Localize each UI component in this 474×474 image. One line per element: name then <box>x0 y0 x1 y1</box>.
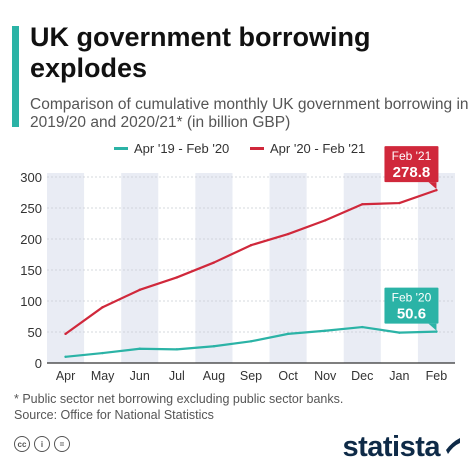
footnote-note: * Public sector net borrowing excluding … <box>14 392 344 406</box>
data-point <box>398 201 401 205</box>
attribution-icon[interactable]: i <box>34 436 50 452</box>
data-point <box>361 203 364 206</box>
title-accent-bar <box>12 26 19 127</box>
y-tick-label: 300 <box>20 170 42 185</box>
footnote-source: Source: Office for National Statistics <box>14 408 214 422</box>
data-point <box>398 331 401 334</box>
data-point <box>361 325 364 329</box>
x-tick-label: Dec <box>351 369 373 383</box>
x-tick-label: Jun <box>130 369 150 383</box>
x-tick-label: Oct <box>278 369 298 383</box>
chart-subtitle: Comparison of cumulative monthly UK gove… <box>30 96 469 131</box>
data-point <box>249 340 253 343</box>
data-point <box>64 332 67 336</box>
data-point <box>101 351 104 355</box>
annotation-value: 278.8 <box>393 164 431 181</box>
data-point <box>286 332 290 336</box>
annotation-box <box>384 146 439 183</box>
legend-swatch-2020 <box>250 147 264 150</box>
annotation-label: Feb '21 <box>392 149 432 163</box>
x-tick-label: Aug <box>203 369 225 383</box>
x-tick-label: May <box>91 369 115 383</box>
x-tick-label: Jul <box>169 369 185 383</box>
cc-icon[interactable]: cc <box>14 436 30 452</box>
legend: Apr '19 - Feb '20 Apr '20 - Feb '21 <box>0 141 474 157</box>
y-tick-label: 100 <box>20 294 42 309</box>
y-tick-label: 250 <box>20 201 42 216</box>
column-stripe <box>121 173 159 363</box>
data-point <box>249 244 253 247</box>
column-stripe <box>343 173 381 363</box>
legend-label-2019: Apr '19 - Feb '20 <box>134 141 230 156</box>
legend-item-2019: Apr '19 - Feb '20 <box>114 141 229 156</box>
legend-item-2020: Apr '20 - Feb '21 <box>250 141 365 156</box>
footer: cc i = statista <box>0 431 474 474</box>
license-icons: cc i = <box>14 436 70 452</box>
data-point <box>101 306 104 309</box>
x-tick-label: Feb <box>426 369 448 383</box>
legend-swatch-2019 <box>114 147 128 150</box>
data-point <box>212 345 216 348</box>
data-point <box>138 347 141 350</box>
y-tick-label: 200 <box>20 232 42 247</box>
column-stripe <box>417 173 455 363</box>
y-tick-label: 150 <box>20 263 42 278</box>
annotation-value: 50.6 <box>397 306 426 323</box>
statista-logo-icon <box>446 438 460 454</box>
x-tick-label: Sep <box>240 369 262 383</box>
data-point <box>435 330 438 333</box>
annotation-pointer <box>428 182 437 190</box>
data-point <box>175 276 179 279</box>
statista-logo-text[interactable]: statista <box>342 431 440 463</box>
data-point <box>212 261 216 264</box>
data-point <box>323 329 327 332</box>
data-point <box>435 188 438 192</box>
annotation-box <box>384 287 439 324</box>
no-derivatives-icon[interactable]: = <box>54 436 70 452</box>
data-point <box>175 348 179 351</box>
annotation-pointer <box>428 323 437 331</box>
data-point <box>323 219 327 222</box>
y-tick-label: 50 <box>28 325 42 340</box>
x-tick-label: Nov <box>314 369 337 383</box>
x-tick-label: Jan <box>389 369 409 383</box>
column-stripe <box>47 173 85 363</box>
data-point <box>138 288 141 292</box>
y-tick-label: 0 <box>35 356 42 371</box>
data-point <box>64 355 67 358</box>
x-tick-label: Apr <box>56 369 75 383</box>
column-stripe <box>269 173 307 363</box>
footnote: * Public sector net borrowing excluding … <box>14 391 343 423</box>
chart-title: UK government borrowing explodes <box>30 22 371 83</box>
data-point <box>286 232 290 236</box>
annotation-label: Feb '20 <box>392 291 432 305</box>
legend-label-2020: Apr '20 - Feb '21 <box>270 141 366 156</box>
